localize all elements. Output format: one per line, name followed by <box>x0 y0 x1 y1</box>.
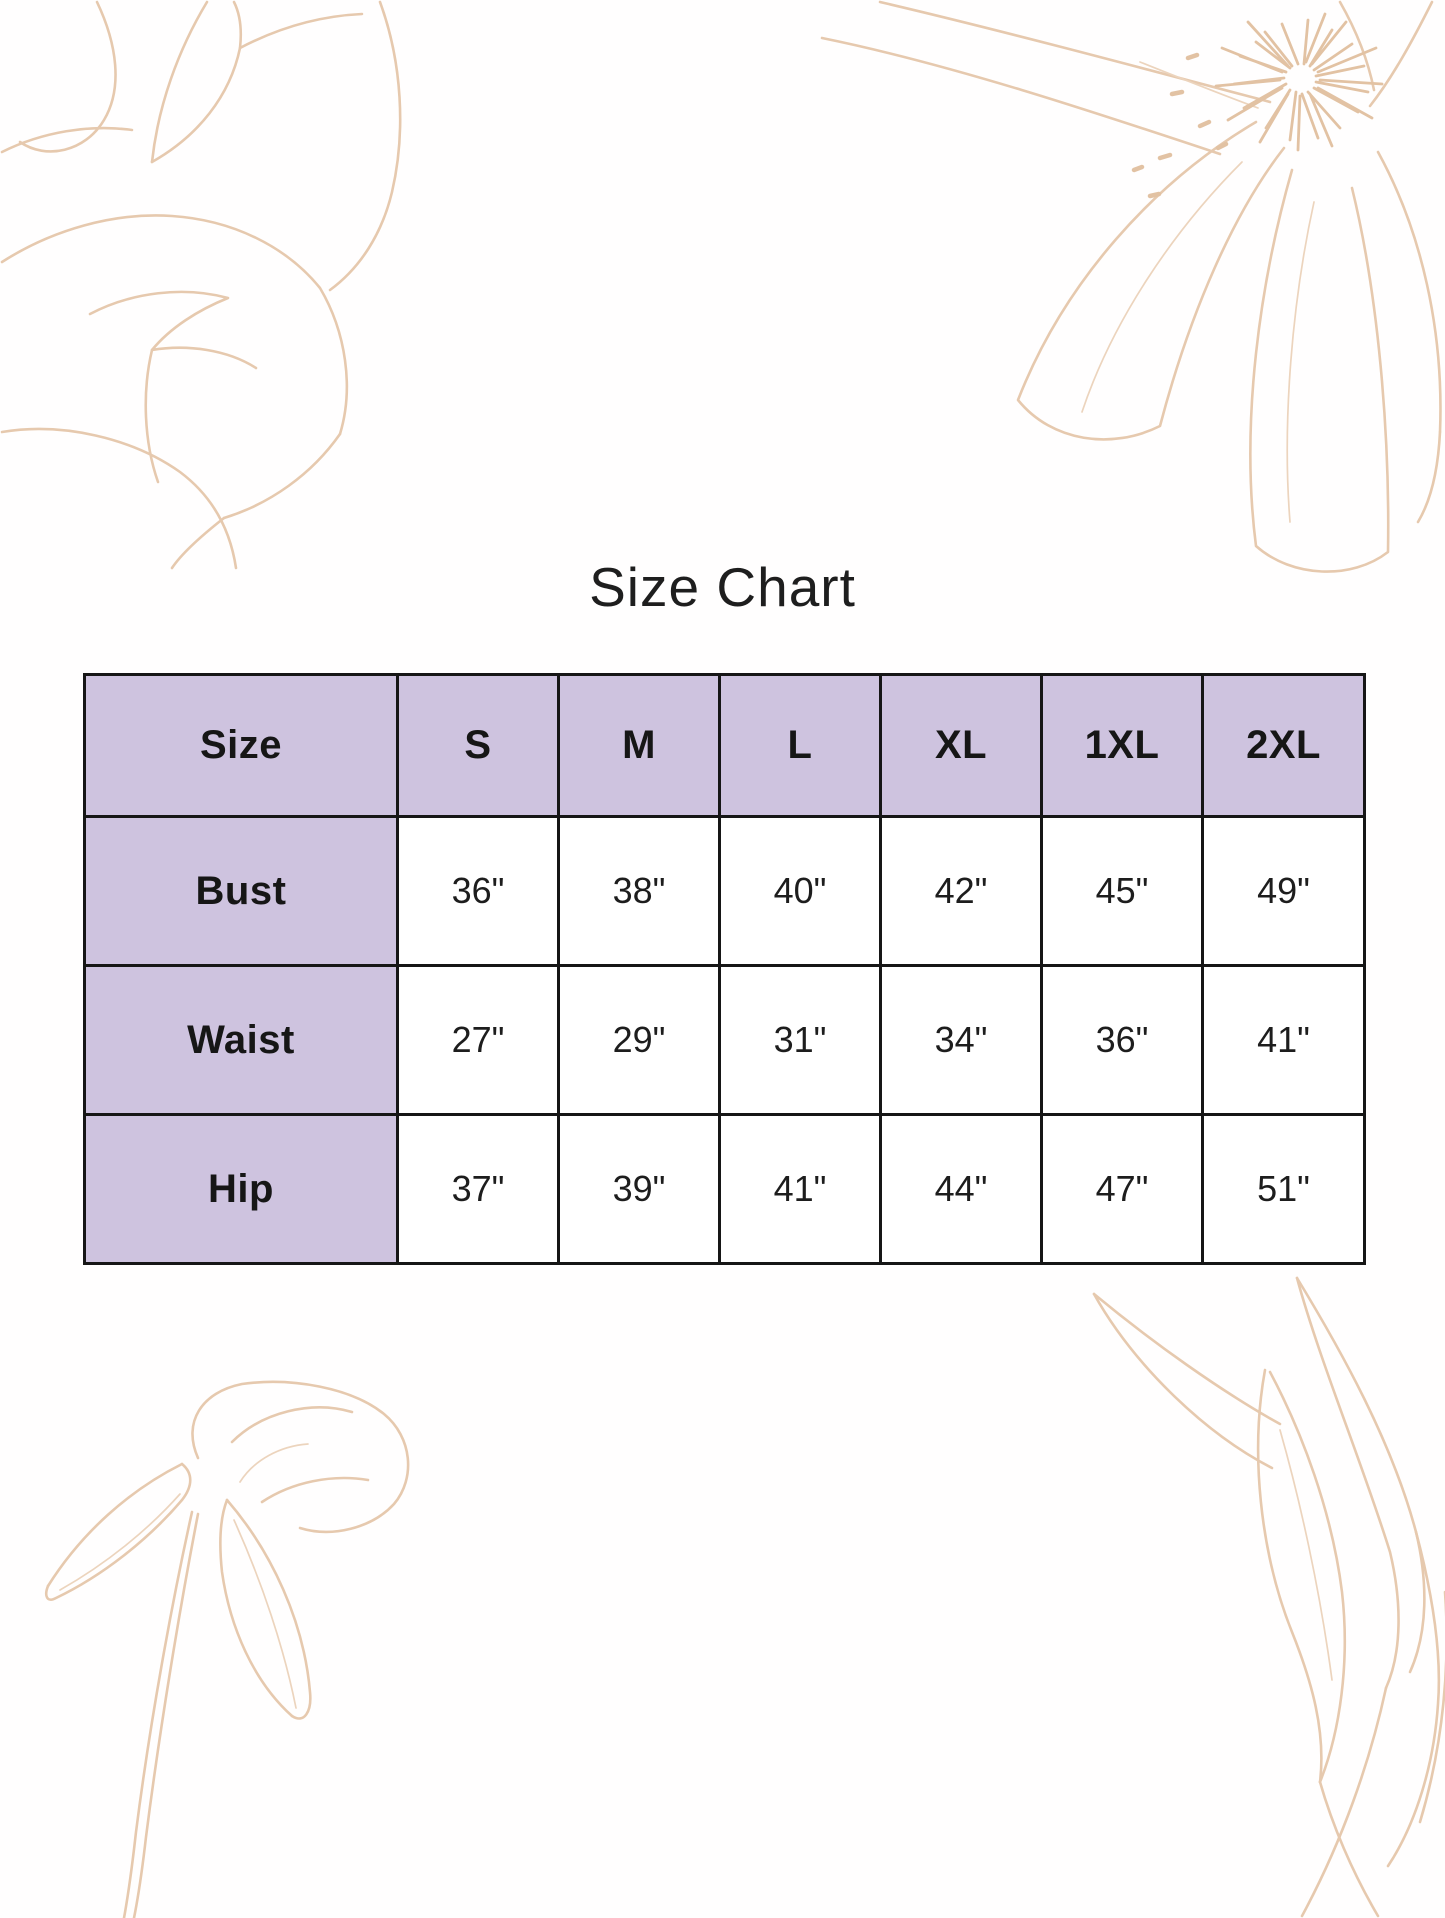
header-cell-l: L <box>718 673 882 818</box>
row-label-bust: Bust <box>83 815 399 967</box>
hip-xl-value: 44" <box>879 1113 1043 1265</box>
size-chart-table: Size S M L XL 1XL 2XL Bust 36" 38" 40" 4… <box>83 673 1366 1265</box>
bust-m-value: 38" <box>557 815 721 967</box>
bust-l-value: 40" <box>718 815 882 967</box>
waist-2xl-value: 41" <box>1201 964 1366 1116</box>
header-row: Size S M L XL 1XL 2XL <box>83 673 1366 818</box>
table-row-bust: Bust 36" 38" 40" 42" 45" 49" <box>83 815 1366 967</box>
bust-2xl-value: 49" <box>1201 815 1366 967</box>
waist-m-value: 29" <box>557 964 721 1116</box>
header-cell-m: M <box>557 673 721 818</box>
row-label-waist: Waist <box>83 964 399 1116</box>
page-title: Size Chart <box>589 556 856 618</box>
waist-1xl-value: 36" <box>1040 964 1204 1116</box>
hip-1xl-value: 47" <box>1040 1113 1204 1265</box>
header-cell-size: Size <box>83 673 399 818</box>
header-cell-2xl: 2XL <box>1201 673 1366 818</box>
leaves-line-art-icon <box>1092 1276 1445 1918</box>
bust-xl-value: 42" <box>879 815 1043 967</box>
hip-s-value: 37" <box>396 1113 560 1265</box>
waist-s-value: 27" <box>396 964 560 1116</box>
rose-line-art-icon <box>0 0 402 570</box>
header-cell-1xl: 1XL <box>1040 673 1204 818</box>
bust-s-value: 36" <box>396 815 560 967</box>
waist-xl-value: 34" <box>879 964 1043 1116</box>
table-row-hip: Hip 37" 39" 41" 44" 47" 51" <box>83 1113 1366 1265</box>
waist-l-value: 31" <box>718 964 882 1116</box>
hip-m-value: 39" <box>557 1113 721 1265</box>
hip-l-value: 41" <box>718 1113 882 1265</box>
flower-bud-line-art-icon <box>44 1380 410 1918</box>
header-cell-s: S <box>396 673 560 818</box>
table-row-waist: Waist 27" 29" 31" 34" 36" 41" <box>83 964 1366 1116</box>
row-label-hip: Hip <box>83 1113 399 1265</box>
header-cell-xl: XL <box>879 673 1043 818</box>
hip-2xl-value: 51" <box>1201 1113 1366 1265</box>
bust-1xl-value: 45" <box>1040 815 1204 967</box>
clematis-line-art-icon <box>820 0 1442 573</box>
